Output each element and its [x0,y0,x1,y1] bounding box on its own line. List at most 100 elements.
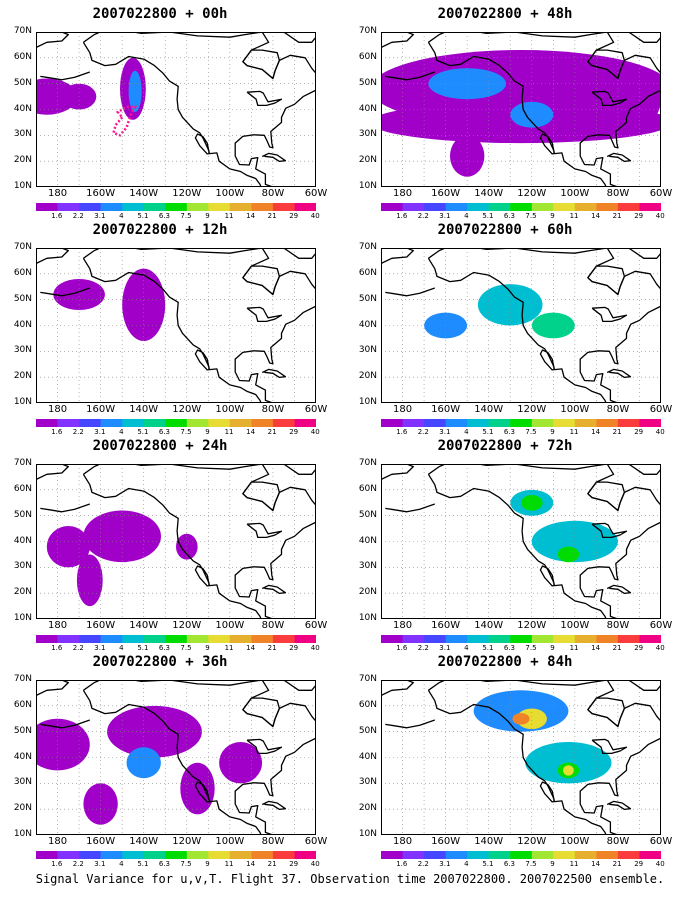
colorbar-swatch [424,203,447,211]
colorbar-label: 5.1 [137,428,149,436]
lat-tick-label: 60N [358,699,377,710]
colorbar-label: 21 [267,212,277,220]
lon-tick-label: 60W [649,188,673,199]
colorbar-swatch [294,635,316,643]
lat-tick-label: 50N [13,509,32,520]
lat-tick-label: 10N [13,397,32,407]
lon-tick-label: 160W [86,620,116,631]
colorbar-label: 5.1 [137,860,149,868]
lon-tick-label: 80W [261,404,285,415]
colorbar-swatch [553,203,576,211]
lon-tick-label: 80W [261,620,285,631]
colorbar-swatch [488,203,511,211]
lat-tick-label: 10N [13,181,32,191]
lat-tick-label: 30N [13,561,32,572]
colorbar-swatch [36,203,58,211]
colorbar-label: 9 [205,860,210,868]
colorbar-label: 11 [224,644,234,652]
coastline [606,368,632,379]
colorbar-label: 7.5 [525,644,537,652]
colorbar-label: 40 [655,212,665,220]
colorbar-label: 40 [655,428,665,436]
lat-tick-label: 40N [358,751,377,762]
coastline [628,680,661,691]
colorbar-label: 21 [267,428,277,436]
panel-title: 2007022800 + 48h [437,6,573,22]
colorbar-label: 29 [634,860,644,868]
map-panel: 2007022800 + 12h 70N 60N 50N 40N 30N 20N 10N 180… [0,222,328,436]
coastline [427,689,607,835]
coastline [283,680,316,691]
plot-frame [381,248,661,403]
lon-tick-label: 60W [649,620,673,631]
colorbar-swatch [272,419,295,427]
colorbar-swatch [186,419,209,427]
colorbar-swatch [165,419,188,427]
colorbar-label: 21 [267,644,277,652]
colorbar-swatch [165,635,188,643]
colorbar-label: 11 [569,428,579,436]
signal-contour [107,705,202,758]
colorbar-swatch [79,635,102,643]
colorbar-swatch [251,635,274,643]
signal-field [473,690,612,784]
lat-tick-label: 50N [358,293,377,304]
colorbar-swatch [617,635,640,643]
colorbar-label: 40 [310,212,320,220]
coastline [591,522,628,539]
lat-tick-label: 50N [13,77,32,88]
colorbar-swatch [510,635,533,643]
coastline [40,71,91,81]
lon-tick-label: 120W [517,188,547,199]
colorbar [381,203,661,211]
signal-contour [176,533,198,560]
coastline [40,287,91,297]
lon-tick-label: 80W [606,620,630,631]
lon-tick-label: 180 [47,620,68,631]
colorbar-label: 4 [119,644,124,652]
colorbar-label: 9 [205,428,210,436]
colorbar-label: 6.3 [158,860,171,868]
colorbar-label: 4 [464,644,469,652]
signal-contour [531,520,618,563]
colorbar-swatch [424,851,447,859]
colorbar-label: 7.5 [525,428,537,436]
lat-tick-label: 70N [13,26,32,36]
signal-contour [521,495,543,511]
colorbar-swatch [574,851,597,859]
colorbar-label: 3.1 [94,212,106,220]
colorbar-swatch [143,851,166,859]
lat-tick-label: 50N [13,293,32,304]
lat-tick-label: 30N [358,561,377,572]
lon-tick-label: 160W [431,188,461,199]
colorbar-swatch [596,419,619,427]
colorbar-swatch [574,203,597,211]
coastline [591,738,628,755]
colorbar-swatch [445,203,468,211]
colorbar-label: 7.5 [525,860,537,868]
signal-contour [557,546,580,563]
colorbar-label: 4 [119,860,124,868]
lon-tick-label: 180 [392,836,413,847]
lon-tick-label: 140W [129,404,159,415]
colorbar-swatch [553,851,576,859]
lat-tick-label: 70N [358,674,377,684]
signal-contour [53,279,105,310]
lat-tick-label: 60N [13,483,32,494]
colorbar-label: 5.1 [482,860,494,868]
coastline [427,41,607,187]
lon-tick-label: 180 [47,188,68,199]
colorbar-label: 7.5 [180,860,192,868]
colorbar-swatch [186,635,209,643]
colorbar-label: 4 [464,428,469,436]
colorbar-label: 6.3 [503,860,516,868]
lon-tick-label: 120W [172,836,202,847]
lon-tick-label: 100W [560,836,590,847]
coastline [83,680,316,835]
lat-tick-label: 50N [358,509,377,520]
colorbar-swatch [467,203,490,211]
map-plot [381,680,661,835]
coastline [242,265,281,296]
colorbar-swatch [617,419,640,427]
lat-tick-label: 20N [13,371,32,382]
